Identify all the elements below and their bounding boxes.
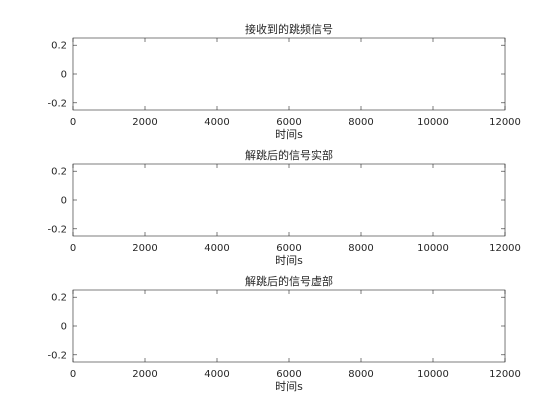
x-tick-label: 2000 [132, 243, 157, 254]
x-tick-label: 4000 [204, 243, 229, 254]
x-tick-label: 4000 [204, 369, 229, 380]
x-axis-label: 时间s [275, 380, 303, 393]
axes-frame [72, 37, 506, 111]
axes-frame [72, 163, 506, 237]
x-axis-label: 时间s [275, 254, 303, 267]
x-tick-label: 0 [70, 117, 76, 128]
y-tick-label: -0.2 [47, 224, 67, 235]
x-axis-label: 时间s [275, 128, 303, 141]
subplot-title: 接收到的跳频信号 [245, 22, 333, 36]
subplot-1: 0 2000 4000 6000 8000 10000 12000-0.200.2接收到的跳… [47, 22, 520, 141]
x-tick-label: 0 [70, 369, 76, 380]
x-tick-label: 6000 [276, 117, 301, 128]
x-tick-label: 10000 [417, 243, 449, 254]
x-tick-label: 12000 [489, 243, 521, 254]
subplot-title: 解跳后的信号虚部 [245, 274, 333, 288]
subplot-2: 0 2000 4000 6000 8000 10000 12000-0.200.2解跳后的信… [47, 148, 520, 267]
x-tick-label: 2000 [132, 117, 157, 128]
subplot-3: 0 2000 4000 6000 8000 10000 12000-0.200.2解跳后的信… [47, 274, 520, 393]
x-tick-label: 6000 [276, 369, 301, 380]
x-tick-label: 4000 [204, 117, 229, 128]
x-tick-label: 8000 [348, 117, 373, 128]
y-tick-label: 0.2 [51, 293, 67, 304]
x-tick-label: 12000 [489, 369, 521, 380]
y-tick-label: -0.2 [47, 98, 67, 109]
x-tick-label: 8000 [348, 369, 373, 380]
y-tick-label: 0.2 [51, 41, 67, 52]
x-tick-label: 2000 [132, 369, 157, 380]
x-tick-label: 10000 [417, 369, 449, 380]
x-tick-label: 0 [70, 243, 76, 254]
x-tick-label: 10000 [417, 117, 449, 128]
y-tick-label: 0 [61, 70, 67, 81]
x-tick-label: 12000 [489, 117, 521, 128]
y-tick-label: 0 [61, 196, 67, 207]
y-tick-label: 0.2 [51, 167, 67, 178]
axes-frame [72, 289, 506, 363]
y-tick-label: 0 [61, 322, 67, 333]
x-tick-label: 8000 [348, 243, 373, 254]
x-tick-label: 6000 [276, 243, 301, 254]
y-tick-label: -0.2 [47, 350, 67, 361]
subplot-title: 解跳后的信号实部 [245, 148, 333, 162]
